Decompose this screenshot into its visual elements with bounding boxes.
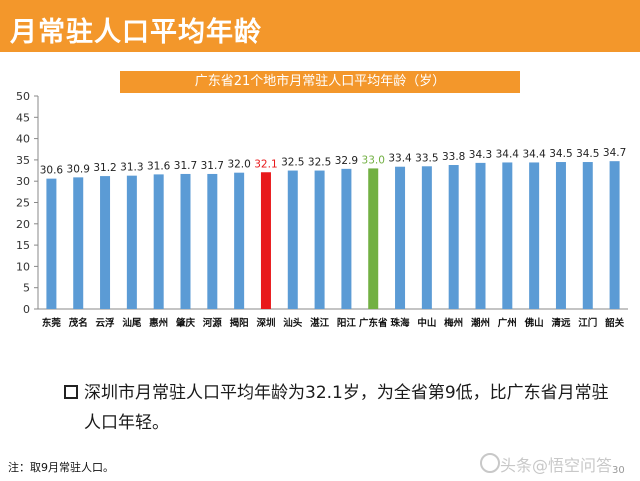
data-label: 34.3	[469, 149, 492, 161]
y-tick-label: 5	[23, 282, 30, 295]
data-label: 30.6	[40, 165, 64, 177]
header-bar: 月常驻人口平均年龄	[0, 0, 640, 52]
x-tick-label: 深圳	[256, 317, 275, 329]
x-tick-label: 江门	[578, 317, 597, 329]
data-label: 34.4	[522, 148, 546, 160]
data-label: 31.3	[120, 162, 143, 174]
x-tick-label: 佛山	[524, 317, 544, 329]
bar	[73, 177, 84, 309]
x-tick-label: 河源	[203, 317, 223, 329]
bullet-square-icon	[64, 385, 78, 399]
bar	[609, 161, 620, 309]
y-tick-label: 35	[16, 154, 30, 167]
data-label: 30.9	[67, 163, 90, 175]
x-tick-label: 潮州	[471, 317, 490, 329]
data-label: 31.6	[147, 160, 171, 172]
data-label: 32.5	[308, 157, 331, 169]
page-number: 30	[612, 465, 625, 476]
data-label: 33.4	[388, 153, 412, 165]
data-label: 33.0	[362, 154, 385, 166]
y-tick-label: 30	[16, 175, 30, 188]
x-tick-label: 湛江	[310, 317, 330, 329]
bar	[234, 172, 245, 309]
bar	[475, 162, 486, 309]
bar	[502, 162, 513, 309]
x-tick-label: 云浮	[96, 317, 116, 329]
x-tick-label: 肇庆	[176, 317, 196, 329]
y-tick-label: 40	[16, 133, 30, 146]
data-label: 34.5	[576, 148, 599, 160]
bar	[448, 165, 459, 309]
x-tick-label: 韶关	[605, 317, 625, 329]
bar-chart: 0 5 10 15 20 25 30 35 40 45 50 30.6 东莞 30.9 茂名 31.2 云浮 31…	[16, 90, 628, 329]
bar	[341, 168, 352, 309]
y-tick-label: 10	[16, 260, 30, 273]
data-label: 31.7	[201, 160, 224, 172]
x-tick-label: 东莞	[42, 317, 62, 329]
bar	[529, 162, 540, 309]
data-label: 34.7	[603, 147, 626, 159]
bar	[395, 166, 406, 309]
y-tick-label: 15	[16, 239, 30, 252]
y-tick-label: 0	[23, 303, 30, 316]
data-label: 31.7	[174, 160, 197, 172]
x-tick-label: 广东省	[359, 317, 388, 329]
bar	[555, 162, 566, 309]
bar	[153, 174, 164, 309]
bar	[314, 170, 325, 309]
watermark-logo-icon	[480, 453, 500, 473]
footnote: 注：取9月常驻人口。	[8, 461, 114, 474]
y-tick-label: 25	[16, 197, 30, 210]
x-tick-label: 汕头	[283, 317, 303, 329]
data-label: 33.5	[415, 152, 438, 164]
data-label: 32.9	[335, 155, 358, 167]
data-label: 33.8	[442, 151, 465, 163]
bar	[126, 175, 137, 309]
data-label: 32.5	[281, 157, 304, 169]
y-tick-label: 45	[16, 111, 30, 124]
x-tick-label: 惠州	[149, 317, 168, 329]
data-label: 32.1	[254, 158, 277, 170]
bar	[100, 176, 111, 309]
bar	[582, 162, 593, 309]
x-tick-label: 汕尾	[122, 317, 142, 329]
x-tick-label: 广州	[498, 317, 517, 329]
x-tick-label: 清远	[551, 317, 571, 329]
x-tick-label: 珠海	[391, 317, 411, 329]
x-tick-label: 茂名	[68, 317, 88, 329]
bar	[421, 166, 432, 309]
chart-title: 广东省21个地市月常驻人口平均年龄（岁）	[194, 74, 446, 89]
bar	[287, 170, 298, 309]
x-tick-label: 阳江	[337, 317, 357, 329]
data-label: 34.4	[496, 148, 520, 160]
bar	[207, 173, 218, 309]
summary-note: 深圳市月常驻人口平均年龄为32.1岁，为全省第9低，比广东省月常驻人口年轻。	[84, 383, 609, 433]
y-tick-label: 50	[16, 90, 30, 103]
page-title: 月常驻人口平均年龄	[10, 17, 262, 48]
y-tick-label: 20	[16, 218, 30, 231]
bar	[368, 168, 379, 309]
watermark: 头条@悟空问答	[500, 456, 613, 475]
data-label: 31.2	[93, 162, 116, 174]
data-label: 34.5	[549, 148, 572, 160]
bar	[260, 172, 271, 309]
x-tick-label: 中山	[417, 317, 436, 329]
data-label: 32.0	[227, 159, 250, 171]
bar	[46, 178, 57, 309]
x-tick-label: 揭阳	[230, 317, 249, 329]
bar	[180, 173, 191, 309]
x-tick-label: 梅州	[444, 317, 463, 329]
chart-title-banner: 广东省21个地市月常驻人口平均年龄（岁）	[120, 71, 520, 93]
